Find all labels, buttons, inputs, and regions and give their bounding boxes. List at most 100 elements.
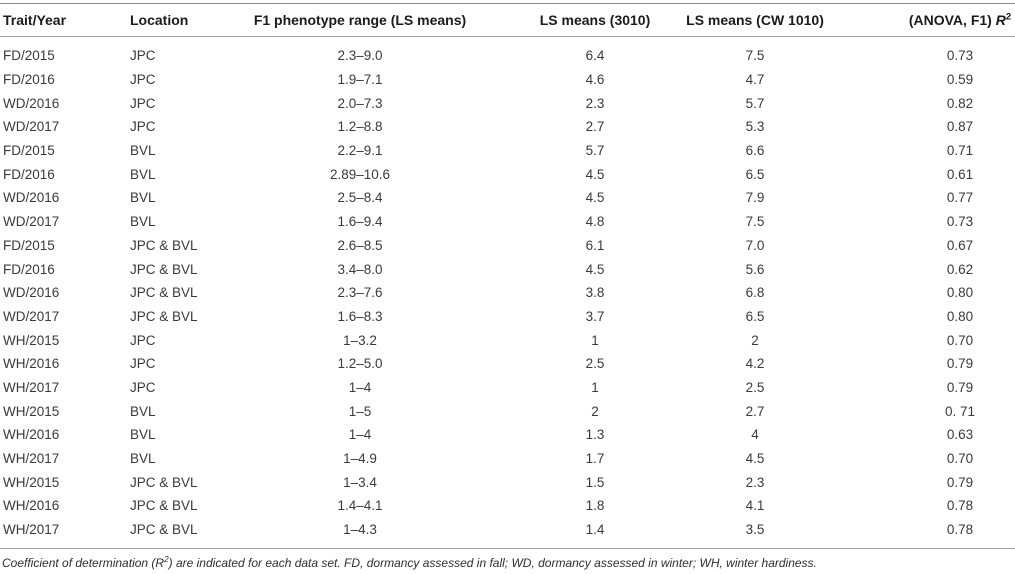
cell-f1_range: 1–4 — [348, 427, 372, 443]
cell-location: BVL — [130, 451, 156, 467]
cell-anova_r2: 0.78 — [946, 522, 974, 538]
cell-ls_means_cw1010: 5.6 — [745, 261, 765, 277]
cell-trait_year: WD/2017 — [3, 308, 60, 324]
table-row: WD/2016 BVL 2.5–8.4 4.5 7.9 0.77 — [0, 186, 1015, 210]
cell-f1_range: 1.2–5.0 — [337, 356, 383, 372]
cell-trait_year: WH/2015 — [3, 332, 60, 348]
cell-ls_means_cw1010: 2 — [751, 332, 759, 348]
cell-ls_means_3010: 1.3 — [585, 427, 605, 443]
cell-trait_year: WH/2015 — [3, 474, 60, 490]
cell-trait_year: FD/2015 — [3, 237, 55, 253]
cell-anova_r2: 0.82 — [946, 95, 974, 111]
cell-ls_means_cw1010: 4.1 — [745, 498, 765, 514]
cell-location: JPC — [130, 356, 156, 372]
cell-anova_r2: 0.80 — [946, 308, 974, 324]
results-table: Trait/Year Location F1 phenotype range (… — [0, 3, 1015, 550]
cell-location: JPC — [130, 72, 156, 88]
cell-f1_range: 2.89–10.6 — [329, 166, 391, 182]
table-row: FD/2015 BVL 2.2–9.1 5.7 6.6 0.71 — [0, 139, 1015, 163]
cell-ls_means_3010: 4.5 — [585, 166, 605, 182]
cell-ls_means_cw1010: 5.3 — [745, 119, 765, 135]
cell-anova_r2: 0.79 — [946, 356, 974, 372]
cell-anova_r2: 0.59 — [946, 72, 974, 88]
cell-ls_means_3010: 1 — [591, 379, 599, 395]
footnote-suffix: ) are indicated for each data set. FD, d… — [168, 556, 817, 571]
cell-ls_means_3010: 2.5 — [585, 356, 605, 372]
cell-trait_year: WD/2016 — [3, 190, 60, 206]
cell-location: BVL — [130, 427, 156, 443]
table-row: WH/2016 JPC & BVL 1.4–4.1 1.8 4.1 0.78 — [0, 494, 1015, 518]
cell-ls_means_3010: 1.4 — [585, 522, 605, 538]
cell-ls_means_cw1010: 6.5 — [745, 166, 765, 182]
anova-r2-prefix: (ANOVA, F1) — [908, 12, 996, 28]
cell-anova_r2: 0.73 — [946, 48, 974, 64]
cell-location: JPC & BVL — [130, 308, 198, 324]
cell-location: JPC & BVL — [130, 498, 198, 514]
cell-trait_year: WD/2016 — [3, 285, 60, 301]
cell-trait_year: WH/2017 — [3, 379, 60, 395]
cell-trait_year: FD/2016 — [3, 166, 55, 182]
cell-ls_means_cw1010: 7.5 — [745, 48, 765, 64]
table-header: Trait/Year Location F1 phenotype range (… — [0, 3, 1015, 37]
table-row: WD/2016 JPC & BVL 2.3–7.6 3.8 6.8 0.80 — [0, 281, 1015, 305]
cell-trait_year: WH/2016 — [3, 356, 60, 372]
cell-ls_means_3010: 2.7 — [585, 119, 605, 135]
cell-location: JPC & BVL — [130, 285, 198, 301]
cell-ls_means_3010: 1.8 — [585, 498, 605, 514]
cell-location: JPC — [130, 48, 156, 64]
col-header-ls-means-3010: LS means (3010) — [477, 3, 675, 37]
cell-location: JPC & BVL — [130, 237, 198, 253]
cell-trait_year: WH/2016 — [3, 427, 60, 443]
cell-ls_means_cw1010: 2.3 — [745, 474, 765, 490]
cell-ls_means_3010: 4.5 — [585, 261, 605, 277]
cell-ls_means_cw1010: 6.6 — [745, 143, 765, 159]
table-row: WD/2017 JPC & BVL 1.6–8.3 3.7 6.5 0.80 — [0, 305, 1015, 329]
cell-trait_year: WH/2017 — [3, 522, 60, 538]
footnote-prefix: Coefficient of determination (R — [2, 556, 165, 571]
col-header-anova-r2: (ANOVA, F1) R2 — [835, 3, 1015, 37]
cell-trait_year: WD/2017 — [3, 214, 60, 230]
cell-ls_means_cw1010: 4.7 — [745, 72, 765, 88]
cell-ls_means_3010: 6.4 — [585, 48, 605, 64]
cell-ls_means_cw1010: 4.5 — [745, 451, 765, 467]
cell-trait_year: WH/2016 — [3, 498, 60, 514]
cell-anova_r2: 0. 71 — [944, 403, 976, 419]
cell-location: BVL — [130, 403, 156, 419]
cell-trait_year: FD/2016 — [3, 72, 55, 88]
cell-ls_means_3010: 4.6 — [585, 72, 605, 88]
cell-anova_r2: 0.77 — [946, 190, 974, 206]
table-row: WD/2017 JPC 1.2–8.8 2.7 5.3 0.87 — [0, 115, 1015, 139]
table-row: WH/2017 BVL 1–4.9 1.7 4.5 0.70 — [0, 447, 1015, 471]
col-header-trait-year: Trait/Year — [0, 3, 125, 37]
cell-ls_means_3010: 1 — [591, 332, 599, 348]
cell-ls_means_cw1010: 6.8 — [745, 285, 765, 301]
cell-ls_means_3010: 4.5 — [585, 190, 605, 206]
cell-f1_range: 1–4.3 — [343, 522, 377, 538]
cell-f1_range: 1–3.2 — [343, 332, 377, 348]
cell-ls_means_cw1010: 7.5 — [745, 214, 765, 230]
cell-anova_r2: 0.70 — [946, 332, 974, 348]
cell-location: JPC — [130, 379, 156, 395]
cell-location: JPC & BVL — [130, 474, 198, 490]
cell-location: JPC & BVL — [130, 522, 198, 538]
cell-anova_r2: 0.61 — [946, 166, 974, 182]
cell-f1_range: 1–4 — [348, 379, 372, 395]
table-row: FD/2016 JPC & BVL 3.4–8.0 4.5 5.6 0.62 — [0, 257, 1015, 281]
cell-anova_r2: 0.71 — [946, 143, 974, 159]
cell-ls_means_cw1010: 3.5 — [745, 522, 765, 538]
cell-f1_range: 1.4–4.1 — [337, 498, 383, 514]
cell-f1_range: 1.6–8.3 — [337, 308, 383, 324]
cell-ls_means_3010: 3.8 — [585, 285, 605, 301]
cell-trait_year: FD/2015 — [3, 143, 55, 159]
header-row: Trait/Year Location F1 phenotype range (… — [0, 3, 1015, 37]
cell-anova_r2: 0.87 — [946, 119, 974, 135]
table-row: WH/2016 JPC 1.2–5.0 2.5 4.2 0.79 — [0, 352, 1015, 376]
cell-trait_year: WD/2017 — [3, 119, 60, 135]
cell-location: JPC — [130, 119, 156, 135]
cell-ls_means_3010: 2 — [591, 403, 599, 419]
cell-trait_year: WH/2017 — [3, 451, 60, 467]
cell-ls_means_cw1010: 7.9 — [745, 190, 765, 206]
cell-anova_r2: 0.79 — [946, 474, 974, 490]
cell-anova_r2: 0.70 — [946, 451, 974, 467]
cell-location: BVL — [130, 166, 156, 182]
